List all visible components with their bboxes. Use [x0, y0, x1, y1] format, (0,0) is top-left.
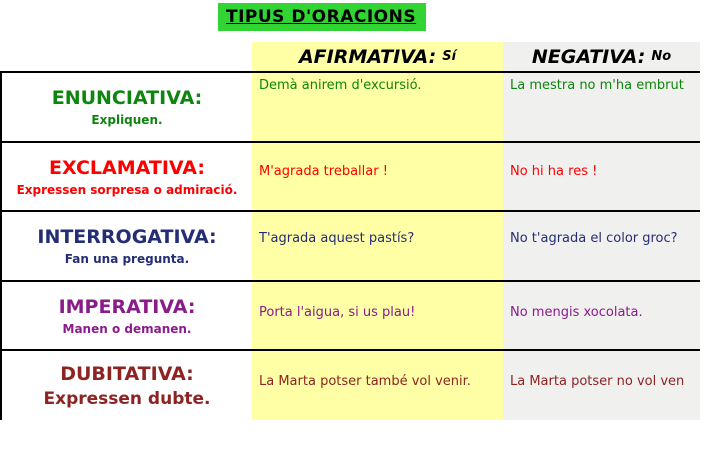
cell-interrogativa-negative: No t'agrada el color groc? — [503, 212, 700, 282]
row-label-exclamativa: EXCLAMATIVA: Expressen sorpresa o admira… — [0, 143, 252, 212]
cell-exclamativa-affirmative: M'agrada treballar ! — [252, 143, 503, 212]
cell-dubitativa-affirmative: La Marta potser també vol venir. — [252, 351, 503, 420]
row-type-label: EXCLAMATIVA: — [49, 156, 205, 179]
row-type-label: INTERROGATIVA: — [37, 226, 217, 248]
row-label-enunciativa: ENUNCIATIVA: Expliquen. — [0, 73, 252, 143]
header-affirmative-tag: Sí — [442, 49, 457, 64]
row-label-interrogativa: INTERROGATIVA: Fan una pregunta. — [0, 212, 252, 282]
row-type-desc: Expressen sorpresa o admiració. — [16, 182, 238, 197]
row-type-label: IMPERATIVA: — [58, 295, 196, 318]
cell-imperativa-affirmative: Porta l'aigua, si us plau! — [252, 282, 503, 351]
cell-exclamativa-negative: No hi ha res ! — [503, 143, 700, 212]
header-affirmative-label: AFIRMATIVA: — [298, 45, 437, 68]
header-empty-cell — [0, 42, 252, 73]
cell-enunciativa-affirmative: Demà anirem d'excursió. — [252, 73, 503, 143]
row-type-desc: Fan una pregunta. — [64, 252, 190, 266]
cell-interrogativa-affirmative: T'agrada aquest pastís? — [252, 212, 503, 282]
header-negative-tag: No — [651, 49, 672, 64]
page-title-banner: TIPUS D'ORACIONS — [218, 3, 427, 31]
header-negative: NEGATIVA: No — [503, 42, 700, 73]
header-affirmative: AFIRMATIVA: Sí — [252, 42, 503, 73]
row-label-dubitativa: DUBITATIVA: Expressen dubte. — [0, 351, 252, 420]
header-negative-label: NEGATIVA: — [531, 45, 646, 68]
row-type-label: ENUNCIATIVA: — [51, 87, 203, 109]
row-type-desc: Expliquen. — [91, 113, 163, 127]
row-type-desc: Manen o demanen. — [62, 321, 192, 336]
cell-enunciativa-negative: La mestra no m'ha embrut — [503, 73, 700, 143]
cell-dubitativa-negative: La Marta potser no vol ven — [503, 351, 700, 420]
cell-imperativa-negative: No mengis xocolata. — [503, 282, 700, 351]
row-type-desc: Expressen dubte. — [43, 388, 211, 409]
row-type-label: DUBITATIVA: — [60, 362, 194, 385]
row-label-imperativa: IMPERATIVA: Manen o demanen. — [0, 282, 252, 351]
page-title: TIPUS D'ORACIONS — [226, 7, 417, 27]
sentence-types-table: AFIRMATIVA: Sí NEGATIVA: No ENUNCIATIVA:… — [0, 42, 700, 420]
